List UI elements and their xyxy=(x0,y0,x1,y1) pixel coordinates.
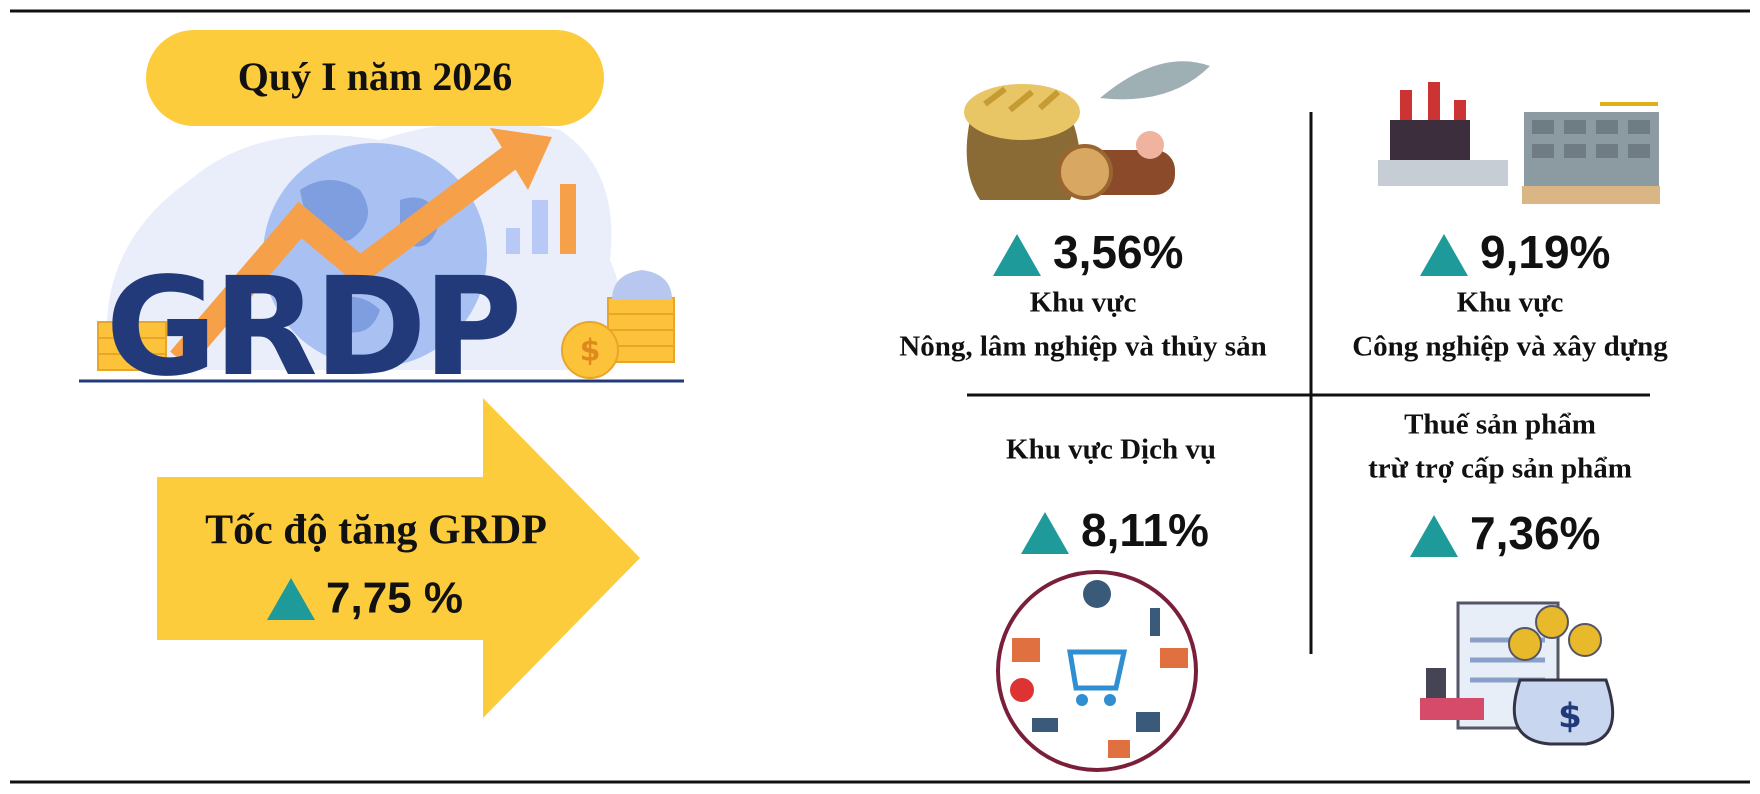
title-pill xyxy=(146,30,604,126)
dollar-sign: $ xyxy=(1558,697,1582,737)
sectors: 3,56% Khu vực Nông, lâm nghiệp và thủy sản… xyxy=(899,226,1668,559)
up-triangle xyxy=(1420,234,1468,276)
up-triangle xyxy=(1021,512,1069,554)
agriculture-icon xyxy=(964,61,1210,200)
sector-label: Nông, lâm nghiệp và thủy sản xyxy=(899,331,1266,363)
sector-label: Thuế sản phẩm xyxy=(1404,409,1596,441)
grdp-illustration: $ GRDP xyxy=(79,122,684,407)
tax-icon: $ xyxy=(1420,601,1615,746)
sector-value: 3,56% xyxy=(1053,226,1183,278)
sector-label: Khu vực Dịch vụ xyxy=(1006,434,1216,466)
title: Quý I năm 2026 xyxy=(238,54,513,99)
sector-value: 7,36% xyxy=(1470,507,1600,559)
sector-label: Công nghiệp và xây dựng xyxy=(1352,331,1668,363)
summary-value: 7,75 % xyxy=(326,574,463,623)
sector-value: 9,19% xyxy=(1480,226,1610,278)
industry-icon xyxy=(1378,82,1660,204)
sector-value: 8,11% xyxy=(1081,504,1209,556)
dollar-sign: $ xyxy=(580,334,601,369)
grdp-text: GRDP xyxy=(106,249,519,407)
sector-label: Khu vực xyxy=(1457,287,1564,319)
up-triangle xyxy=(267,578,315,620)
summary-label: Tốc độ tăng GRDP xyxy=(205,508,547,554)
up-triangle xyxy=(1410,515,1458,557)
sector-label: trừ trợ cấp sản phẩm xyxy=(1368,453,1632,485)
services-icon xyxy=(996,570,1198,772)
sector-label: Khu vực xyxy=(1030,287,1137,319)
up-triangle xyxy=(993,234,1041,276)
summary-arrow xyxy=(157,398,640,718)
